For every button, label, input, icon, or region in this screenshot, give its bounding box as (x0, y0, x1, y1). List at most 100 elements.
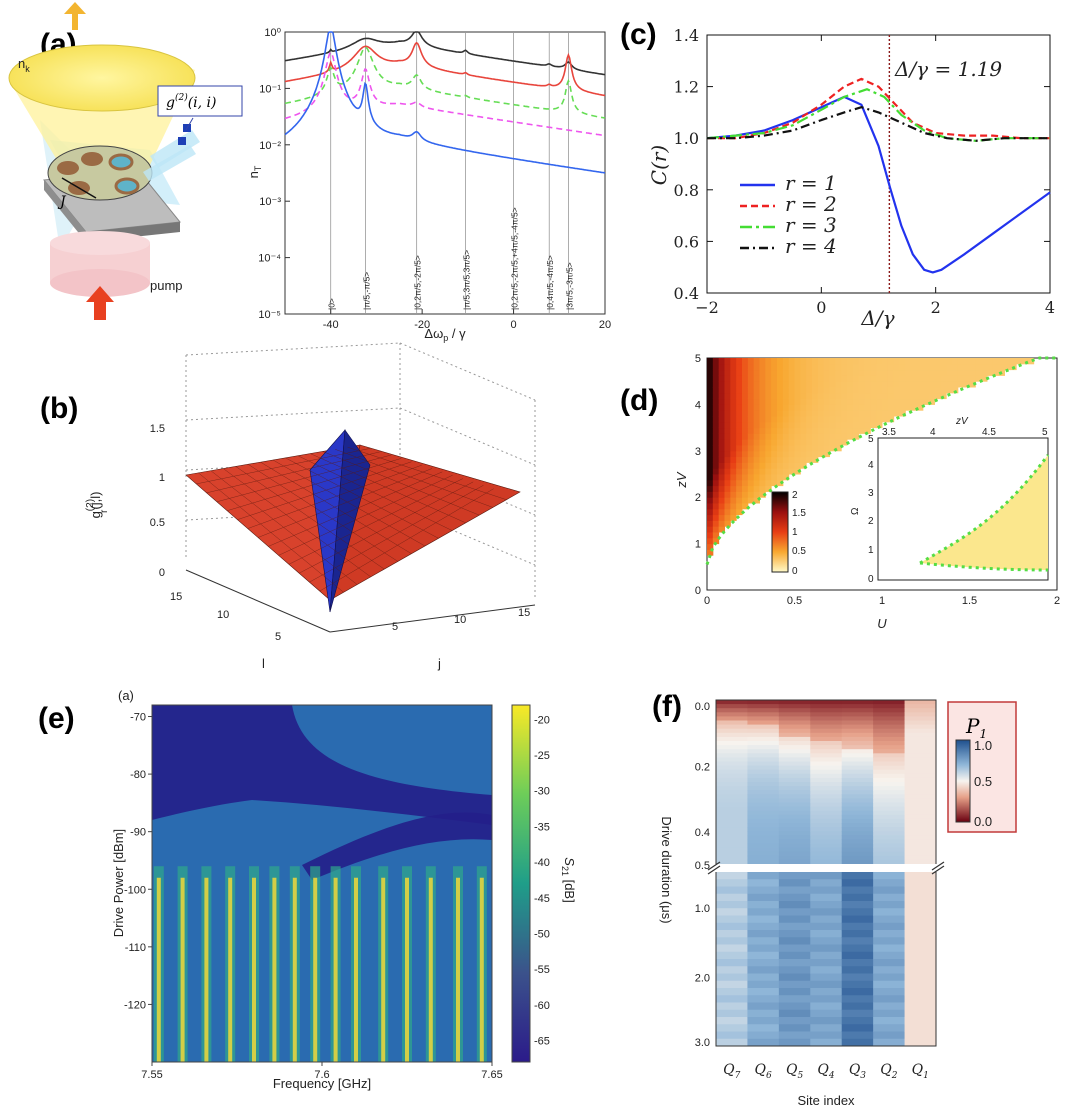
heat-cell (742, 369, 749, 376)
heat-cell (882, 392, 889, 400)
heat-cell (835, 398, 842, 405)
heat-cell (841, 736, 874, 742)
heat-cell (707, 514, 714, 521)
site-spot (81, 152, 103, 166)
axis-break-mark (707, 865, 721, 875)
heat-cell (810, 988, 843, 996)
heat-cell (716, 959, 748, 967)
heat-cell (718, 462, 725, 469)
heat-cell (810, 944, 843, 953)
heat-cell (800, 456, 807, 463)
heat-cell (810, 827, 843, 832)
y-tick-label-lower: 1.0 (695, 903, 710, 915)
heat-cell (747, 922, 780, 931)
heat-cell (753, 462, 760, 469)
heat-cell (905, 392, 912, 400)
heat-cell (778, 782, 811, 787)
heat-cell (730, 462, 737, 469)
heat-cell (847, 398, 854, 405)
axis-break-mark (931, 861, 945, 871)
heat-cell (911, 375, 918, 382)
heat-cell (810, 757, 843, 762)
heat-cell (747, 474, 755, 481)
heat-cell (992, 358, 1000, 365)
heat-cell (747, 381, 755, 388)
heat-cell (905, 404, 912, 411)
resonance-label: |3π/5,-3π/5> (564, 262, 574, 310)
heat-cell (800, 450, 807, 458)
heat-cell (887, 398, 895, 405)
heat-cell (917, 387, 924, 394)
heat-cell (716, 728, 748, 734)
heat-cell (736, 381, 743, 388)
colorbar-tick-label: -50 (534, 928, 550, 940)
heat-cell (742, 387, 749, 394)
heat-cell (841, 358, 848, 365)
legend-label-r4: r = 4 (785, 234, 837, 258)
heat-cell (747, 769, 780, 775)
chart-f-ylabel: Drive duration (μs) (659, 816, 674, 923)
heat-cell (707, 450, 714, 458)
heat-cell (724, 375, 731, 382)
heat-cell (858, 416, 865, 423)
heat-cell (864, 421, 871, 429)
heat-cell (810, 1009, 843, 1018)
y-tick-label: 4 (695, 399, 701, 411)
label-J: J (57, 194, 67, 210)
heat-cell (1004, 363, 1011, 371)
heat-cell (817, 439, 825, 446)
heat-cell (934, 358, 941, 365)
heat-cell (747, 749, 780, 754)
colorbar-d-tick: 1.5 (792, 508, 806, 519)
heat-cell (841, 790, 874, 795)
y-tick-label-upper: 0.4 (695, 827, 710, 839)
heat-cell (724, 508, 731, 516)
heat-cell (893, 398, 900, 405)
heat-cell (806, 416, 813, 423)
heat-cell (873, 736, 906, 742)
heat-cell (716, 765, 748, 771)
heat-cell (782, 369, 790, 376)
heat-cell (765, 369, 772, 376)
heat-cell (987, 363, 994, 371)
panel-label-f: (f) (652, 690, 682, 723)
chart-b-xlabel: j (437, 656, 441, 671)
heat-cell (810, 966, 843, 974)
heat-cell (778, 749, 811, 754)
heat-cell (730, 363, 737, 371)
heat-cell (730, 491, 737, 498)
heat-cell (747, 456, 755, 463)
heat-cell (712, 503, 720, 510)
heat-cell (873, 872, 906, 880)
heat-cell (759, 474, 766, 481)
heat-cell (841, 1009, 874, 1018)
heat-cell (712, 526, 720, 533)
heat-cell (718, 508, 725, 516)
heat-cell (899, 358, 906, 365)
heat-cell (841, 872, 874, 880)
heat-cell (841, 782, 874, 787)
chart-a-ylabel: nT (246, 165, 263, 178)
heat-cell (841, 392, 848, 400)
heat-cell (922, 358, 930, 365)
heat-cell (940, 381, 947, 388)
heat-cell (771, 433, 778, 440)
heat-cell (864, 363, 871, 371)
heat-cell (940, 369, 947, 376)
heat-cell (716, 835, 748, 840)
heat-cell (778, 773, 811, 779)
heat-cell (724, 369, 731, 376)
heat-cell (712, 514, 720, 521)
heat-cell (778, 700, 811, 705)
heat-cell (765, 363, 772, 371)
heat-cell (981, 369, 988, 376)
heat-cell (712, 479, 720, 487)
heat-cell (829, 363, 836, 371)
heat-cell (747, 716, 780, 721)
heat-cell (904, 814, 937, 820)
heat-cell (810, 818, 843, 824)
heat-cell (771, 427, 778, 434)
heat-cell (810, 835, 843, 840)
heat-cell (730, 404, 737, 411)
heat-cell (810, 843, 843, 849)
